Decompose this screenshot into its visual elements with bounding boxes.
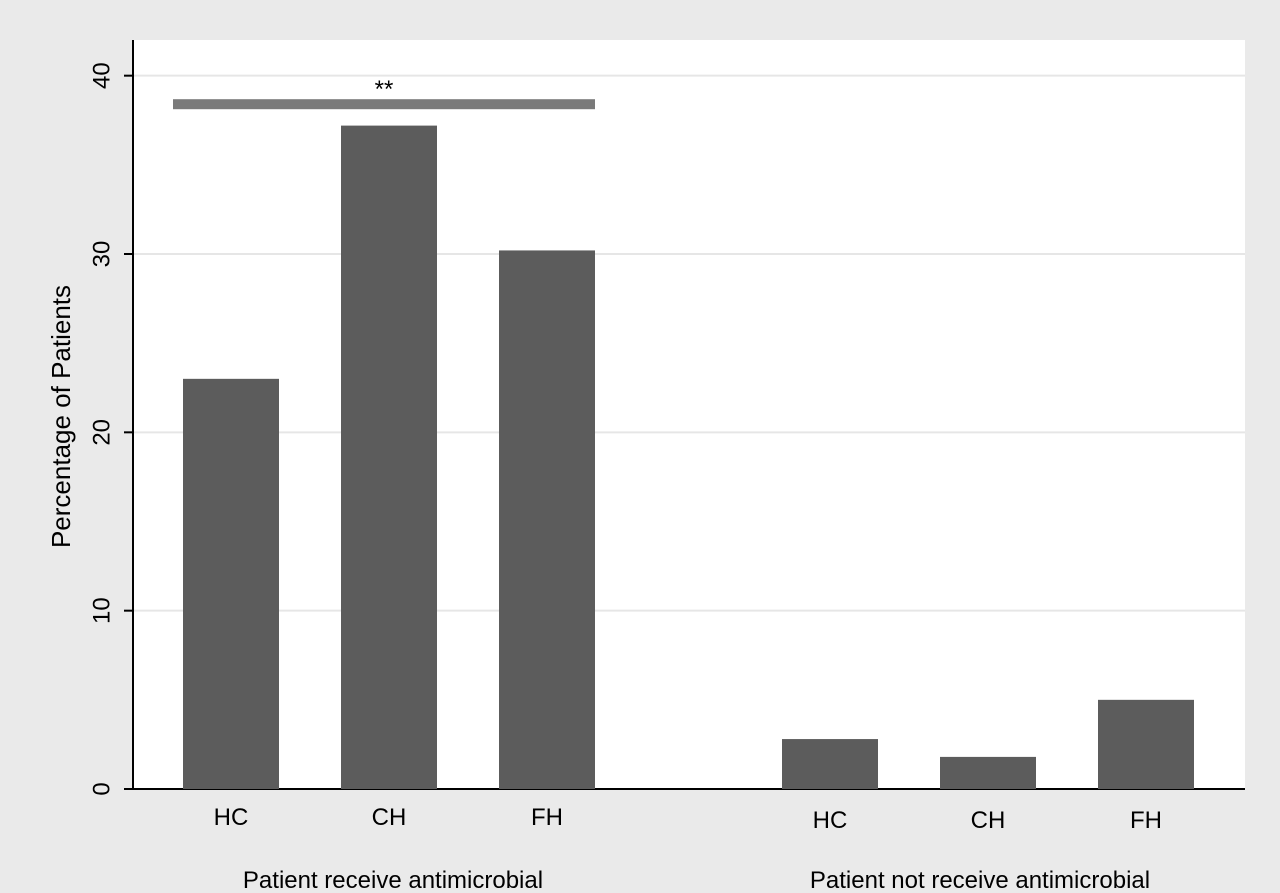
y-tick-label: 40 [88,62,115,89]
y-tick-label: 20 [88,419,115,446]
y-tick-label: 30 [88,241,115,268]
plot-area [133,40,1245,789]
bar-hc-group-2 [782,739,878,789]
bar-ch-group-2 [940,756,1036,789]
x-category-label: HC [214,804,249,831]
bar-fh-group-1 [499,250,595,789]
x-category-label: CH [372,804,407,831]
y-tick-label: 10 [88,597,115,624]
significance-label: ** [375,76,394,103]
significance-bar [173,99,595,110]
x-category-label: FH [1130,807,1162,834]
y-tick-label: 0 [88,782,115,795]
x-category-label: HC [813,807,848,834]
bar-hc-group-1 [183,378,279,789]
bar-fh-group-2 [1098,699,1194,789]
x-category-label: CH [971,807,1006,834]
group-label: Patient not receive antimicrobial [810,867,1150,893]
bar-ch-group-1 [341,125,437,790]
y-axis-title: Percentage of Patients [46,285,76,548]
x-category-label: FH [531,804,563,831]
group-label: Patient receive antimicrobial [243,867,543,893]
